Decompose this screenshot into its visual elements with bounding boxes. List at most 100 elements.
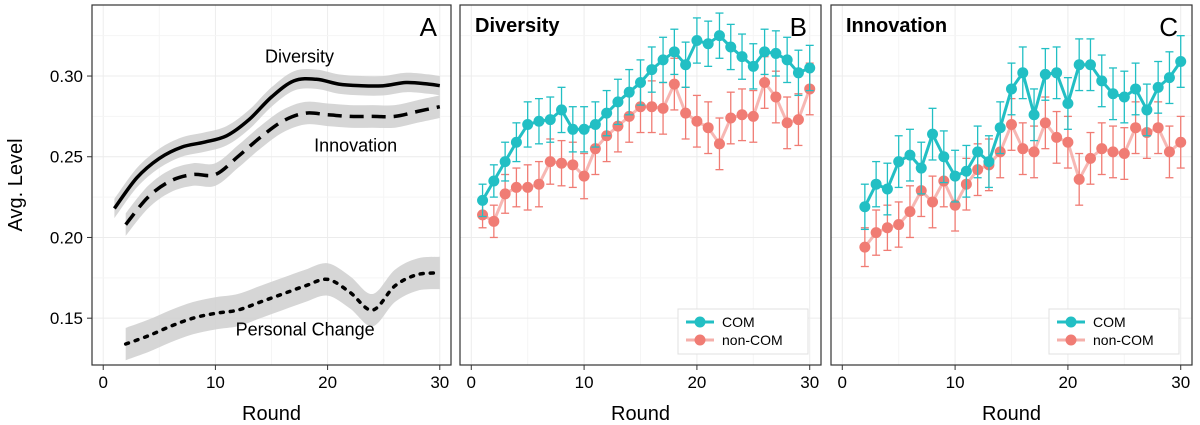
data-point (1051, 67, 1063, 79)
data-point (589, 118, 601, 130)
data-point (870, 178, 882, 190)
series-line (481, 79, 812, 224)
data-point (870, 227, 882, 239)
series-com (859, 35, 1187, 231)
data-point (1152, 122, 1164, 134)
x-tick-label: 30 (430, 373, 449, 392)
data-point (781, 117, 793, 129)
data-point (668, 78, 680, 90)
data-point (713, 138, 725, 150)
data-point (725, 112, 737, 124)
legend: COM non-COM (1048, 308, 1180, 355)
data-point (556, 104, 568, 116)
data-point (1039, 68, 1051, 80)
data-point (949, 170, 961, 182)
legend-label: non-COM (1093, 332, 1154, 348)
data-point (589, 143, 601, 155)
data-point (893, 156, 905, 168)
x-tick-label: 0 (467, 373, 476, 392)
data-point (960, 165, 972, 177)
data-point (1130, 83, 1142, 95)
series-line (124, 104, 441, 226)
legend-swatch-point (1065, 334, 1077, 346)
legend-swatch-point (1065, 316, 1077, 328)
data-point (1118, 148, 1130, 160)
data-point (646, 64, 658, 76)
data-point (635, 101, 646, 113)
data-point (612, 96, 624, 108)
data-point (623, 110, 635, 122)
data-point (781, 54, 793, 66)
series-line (123, 271, 442, 346)
data-point (680, 59, 692, 71)
panel-letter: C (1159, 12, 1178, 42)
data-point (702, 38, 714, 50)
panel-A: 0 10 20 30 Round 0.15 0.20 0.25 0.30 Avg. Level Di… (5, 4, 452, 425)
data-point (770, 47, 782, 59)
data-point (488, 175, 500, 187)
x-tick-label: 20 (318, 373, 337, 392)
legend-swatch-point (694, 316, 706, 328)
x-axis-title: Round (242, 403, 301, 425)
data-point (915, 162, 927, 174)
data-point (1006, 118, 1017, 130)
data-point (578, 123, 590, 135)
series-innovation (124, 95, 441, 236)
data-point (522, 181, 534, 193)
data-point (1084, 59, 1096, 71)
legend-swatch-point (694, 334, 706, 346)
data-point (1017, 67, 1029, 79)
data-point (759, 46, 771, 58)
legend-label: COM (722, 314, 755, 330)
legend-box (677, 308, 809, 355)
data-point (533, 115, 545, 127)
data-point (736, 109, 748, 121)
series-non-com (859, 96, 1187, 268)
data-point (747, 110, 759, 122)
data-point (927, 128, 939, 140)
data-point (533, 178, 545, 190)
x-tick-label: 20 (687, 373, 706, 392)
panel-title: Innovation (846, 15, 947, 37)
series-diversity (112, 69, 441, 219)
data-point (1084, 152, 1096, 164)
y-axis-title: Avg. Level (5, 138, 27, 231)
data-point (657, 102, 669, 114)
data-point (567, 159, 579, 171)
data-point (691, 115, 703, 127)
data-point (601, 107, 613, 119)
y-tick-label: 0.30 (50, 67, 83, 86)
annotation: Innovation (314, 135, 397, 155)
x-tick-label: 0 (98, 373, 107, 392)
data-point (691, 35, 703, 47)
data-point (1175, 56, 1187, 68)
data-point (499, 188, 511, 200)
data-point (477, 194, 489, 206)
data-point (1163, 72, 1175, 84)
data-point (747, 60, 759, 72)
data-point (1118, 91, 1130, 103)
data-point (499, 156, 511, 168)
data-point (983, 156, 995, 168)
panel-frame (91, 4, 452, 366)
data-point (1130, 122, 1142, 134)
panel-frame (830, 4, 1193, 366)
data-point (510, 136, 522, 148)
data-point (668, 46, 680, 58)
data-point (556, 157, 568, 169)
data-point (792, 67, 804, 79)
data-point (1107, 88, 1119, 100)
data-point (1006, 83, 1017, 95)
series-non-com (477, 56, 816, 239)
data-point (725, 41, 737, 53)
panel-frame (459, 4, 822, 366)
data-point (1028, 146, 1040, 158)
data-point (1062, 136, 1074, 148)
data-point (544, 114, 556, 126)
y-tick-label: 0.25 (50, 148, 83, 167)
panel-title: Diversity (475, 15, 560, 37)
data-point (1152, 81, 1164, 93)
data-point (646, 101, 658, 113)
data-point (938, 151, 950, 163)
confidence-band (125, 256, 440, 361)
